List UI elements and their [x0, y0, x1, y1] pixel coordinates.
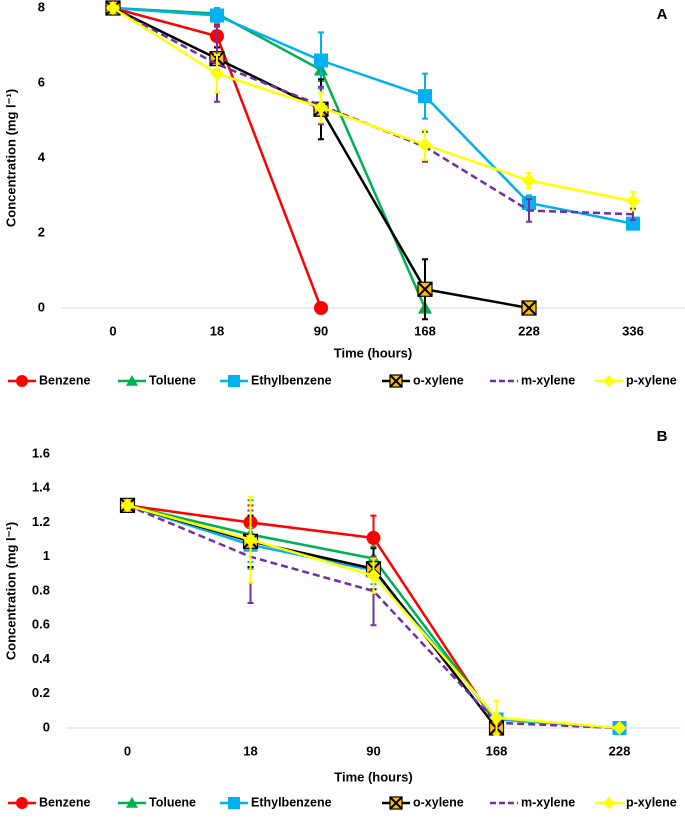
marker [626, 194, 640, 209]
marker-cross [389, 796, 403, 810]
marker [522, 173, 536, 188]
panel-label: A [657, 6, 668, 23]
legend-marker [16, 375, 28, 387]
legend-marker [389, 374, 403, 388]
legend-marker [228, 797, 240, 809]
marker [418, 89, 432, 104]
y-tick-label: 1.4 [32, 480, 51, 495]
marker [314, 100, 328, 115]
x-tick-label: 336 [622, 323, 644, 338]
x-tick-label: 0 [124, 743, 131, 758]
marker-cross [417, 281, 433, 297]
marker [626, 216, 640, 231]
y-tick-label: 0.8 [32, 582, 50, 597]
legend-marker [603, 375, 615, 387]
y-tick-label: 0 [38, 299, 45, 314]
y-tick-label: 0 [43, 719, 50, 734]
legend-label: m-xylene [521, 795, 575, 809]
legend-label: p-xylene [626, 795, 677, 809]
x-tick-label: 0 [109, 323, 116, 338]
series-line [127, 504, 498, 729]
legend-label: m-xylene [521, 373, 575, 387]
legend-marker [603, 797, 615, 809]
x-tick-label: 228 [609, 743, 631, 758]
marker [120, 498, 135, 513]
y-tick-label: 1 [43, 548, 50, 563]
y-tick-label: 8 [38, 0, 45, 14]
legend-label: o-xylene [413, 373, 464, 387]
legend-label: Ethylbenzene [251, 373, 332, 387]
y-tick-label: 2 [38, 224, 45, 239]
x-tick-label: 18 [243, 743, 257, 758]
series-line [127, 504, 498, 722]
legend-label: Benzene [39, 795, 90, 809]
x-tick-label: 90 [366, 743, 380, 758]
x-tick-label: 228 [518, 323, 540, 338]
panel-label: B [657, 428, 668, 445]
legend-marker [389, 796, 403, 810]
legend-label: Ethylbenzene [251, 795, 332, 809]
marker [210, 8, 224, 23]
series-line [127, 504, 620, 730]
series-line [127, 504, 498, 726]
marker [489, 710, 504, 725]
marker [366, 530, 381, 545]
legend-marker [126, 375, 138, 386]
legend-marker [126, 797, 138, 808]
x-tick-label: 168 [414, 323, 436, 338]
legend-label: p-xylene [626, 373, 677, 387]
series-line [112, 6, 634, 216]
marker [417, 281, 433, 297]
y-tick-label: 6 [38, 74, 45, 89]
y-tick-label: 1.6 [32, 445, 50, 460]
x-axis-label: Time (hours) [334, 345, 413, 360]
marker [521, 300, 537, 316]
legend-label: Toluene [149, 373, 196, 387]
marker [314, 53, 328, 68]
x-axis-label: Time (hours) [334, 769, 413, 784]
series-line [112, 6, 634, 203]
y-tick-label: 1.2 [32, 514, 50, 529]
marker [366, 568, 381, 583]
y-axis-label: Concentration (mg l⁻¹) [3, 89, 18, 227]
y-axis-label: Concentration (mg l⁻¹) [3, 522, 18, 660]
series-line [112, 6, 427, 309]
marker [314, 301, 328, 315]
marker-cross [389, 374, 403, 388]
marker [243, 532, 258, 547]
y-tick-label: 4 [38, 149, 46, 164]
marker [612, 721, 627, 735]
legend-label: Benzene [39, 373, 90, 387]
y-tick-label: 0.4 [32, 651, 51, 666]
legend-label: Toluene [149, 795, 196, 809]
x-tick-label: 168 [486, 743, 508, 758]
x-tick-label: 18 [210, 323, 224, 338]
series-line [112, 6, 634, 225]
marker [106, 1, 120, 15]
y-tick-label: 0.6 [32, 617, 50, 632]
legend-marker [16, 797, 28, 809]
marker [418, 137, 432, 152]
legend-label: o-xylene [413, 795, 464, 809]
legend-marker [228, 375, 240, 387]
marker-cross [521, 300, 537, 316]
y-tick-label: 0.2 [32, 685, 50, 700]
marker [210, 66, 224, 81]
x-tick-label: 90 [314, 323, 328, 338]
